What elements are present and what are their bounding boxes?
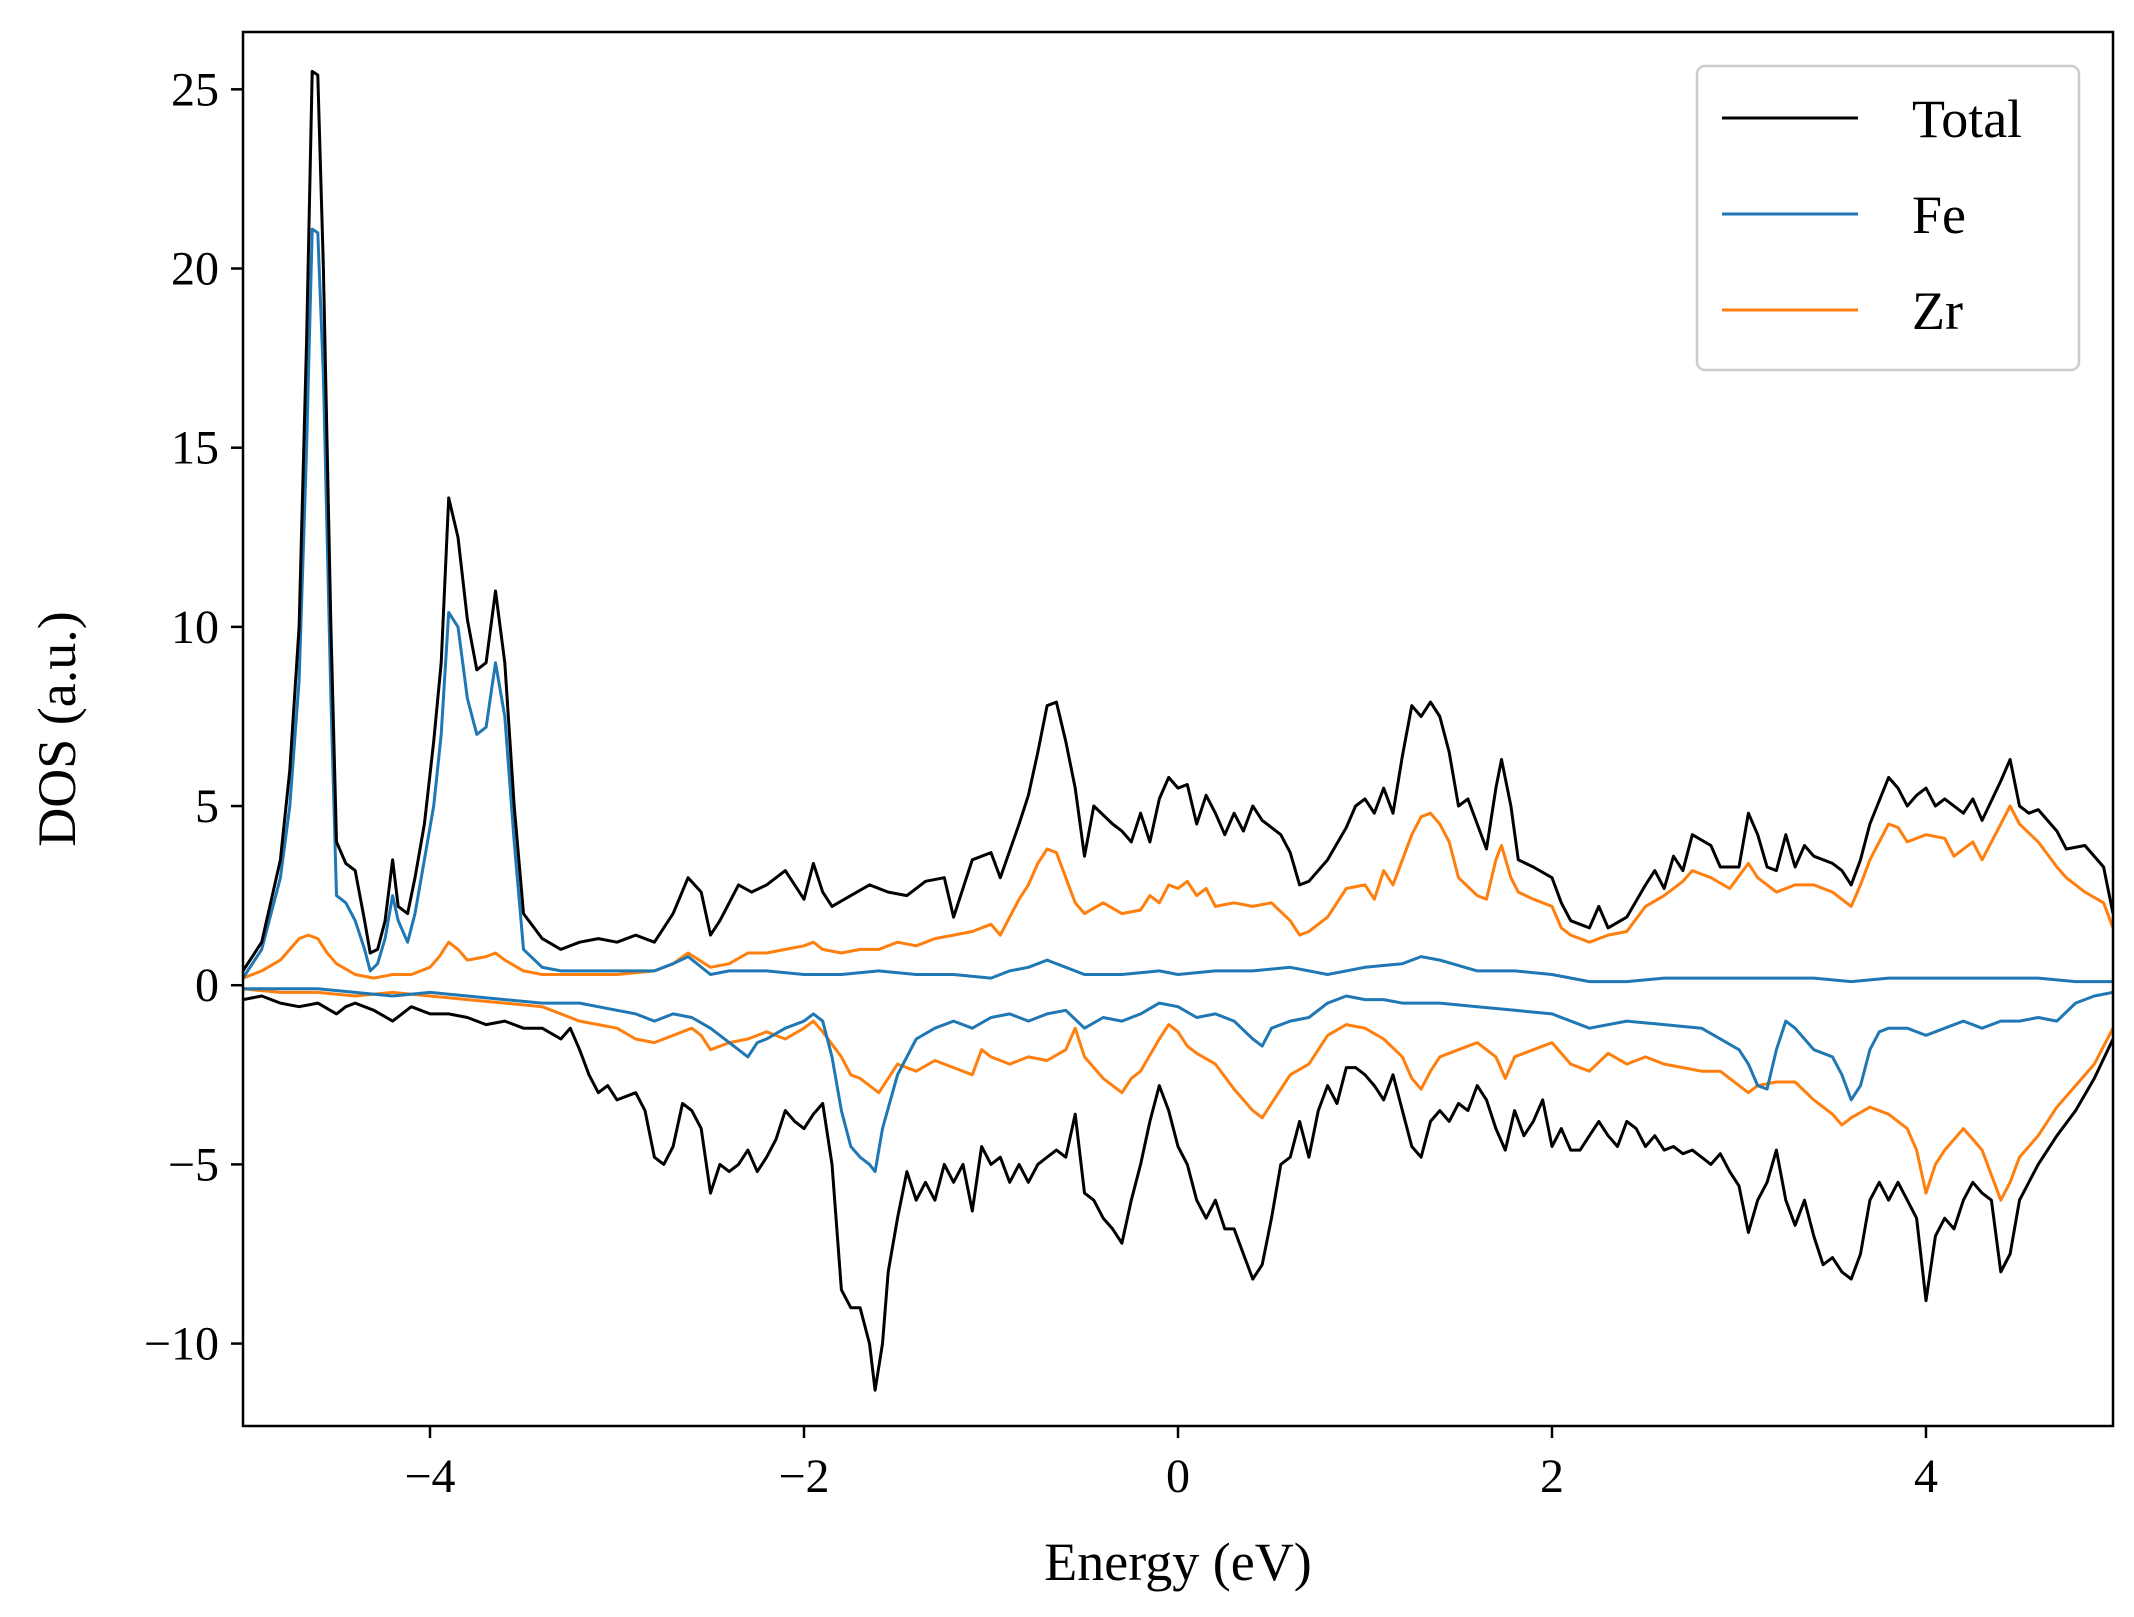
series-total-up-line — [243, 69, 2113, 972]
x-axis: −4 −2 0 2 4 — [404, 1426, 1938, 1503]
legend: Total Fe Zr — [1695, 64, 2081, 372]
x-tick-label: −4 — [404, 1450, 455, 1503]
y-tick-label: −5 — [168, 1138, 219, 1191]
legend-label-fe: Fe — [1912, 185, 1966, 245]
y-tick-label: 10 — [171, 601, 219, 654]
x-axis-label: Energy (eV) — [1044, 1532, 1311, 1592]
series-layer — [243, 69, 2113, 1392]
x-tick-label: 0 — [1166, 1450, 1190, 1503]
y-tick-label: 20 — [171, 243, 219, 296]
legend-label-zr: Zr — [1912, 281, 1963, 341]
y-axis-label: DOS (a.u.) — [27, 611, 87, 846]
legend-label-total: Total — [1912, 89, 2022, 149]
legend-box — [1695, 64, 2081, 372]
y-tick-label: 15 — [171, 422, 219, 475]
y-tick-label: 0 — [195, 959, 219, 1012]
series-total-down-line — [243, 994, 2113, 1392]
series-fe-down-line — [243, 987, 2113, 1174]
series-zr-down-line — [243, 987, 2113, 1202]
series-zr-up-line — [243, 804, 2113, 980]
y-tick-label: 5 — [195, 780, 219, 833]
x-tick-label: 2 — [1540, 1450, 1564, 1503]
y-tick-label: −10 — [144, 1318, 219, 1371]
y-axis: −10 −5 0 5 10 15 20 25 — [144, 63, 243, 1371]
series-fe-up-line — [243, 227, 2113, 984]
y-tick-label: 25 — [171, 63, 219, 116]
x-tick-label: −2 — [778, 1450, 829, 1503]
x-tick-label: 4 — [1914, 1450, 1938, 1503]
